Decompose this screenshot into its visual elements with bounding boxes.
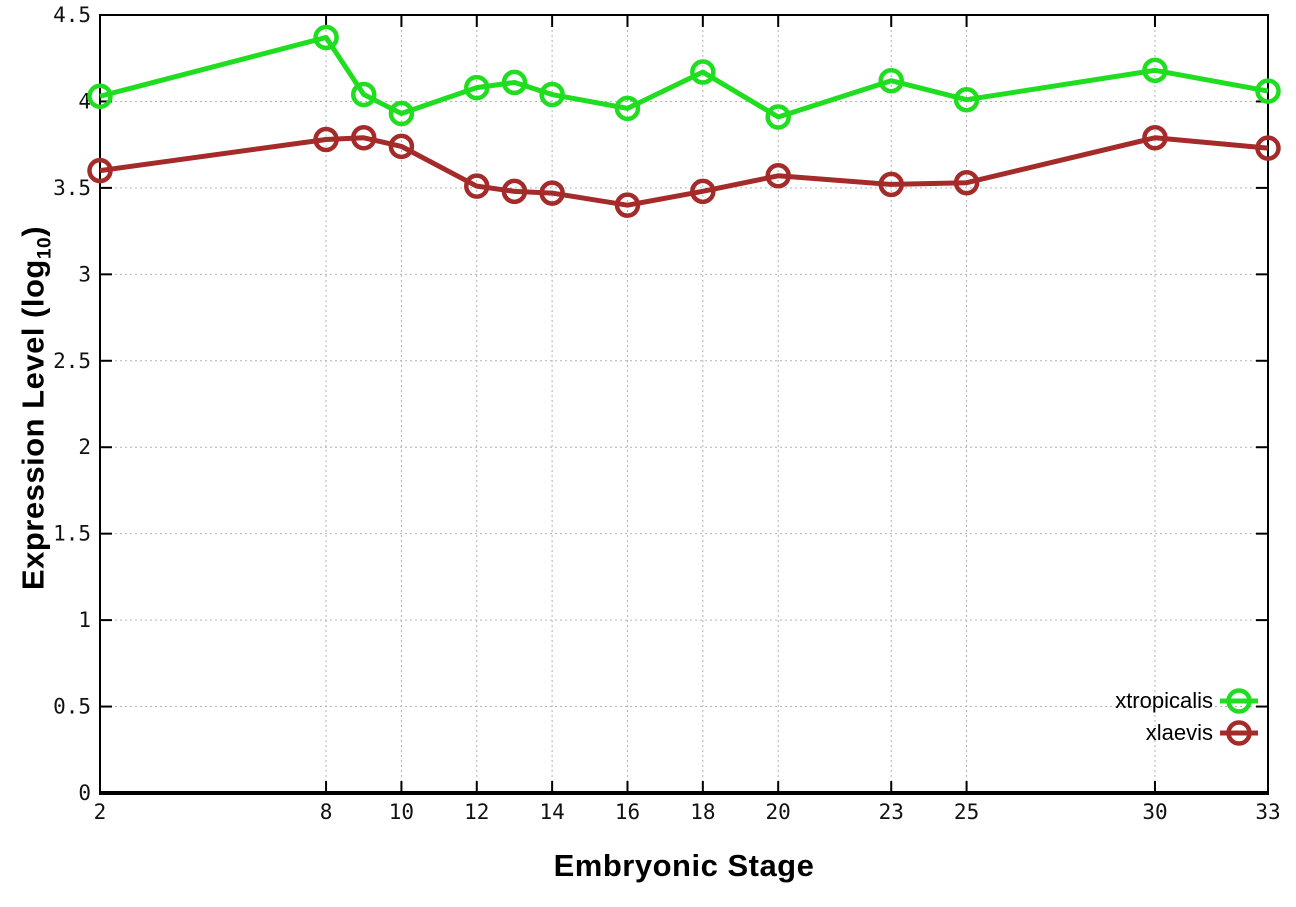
data-point-xlaevis [878, 171, 904, 198]
data-point-xtropicalis [87, 83, 113, 110]
y-tick-label: 1 [78, 608, 91, 632]
data-point-xlaevis [350, 125, 377, 151]
data-point-xtropicalis [690, 59, 716, 85]
y-tick-label: 0.5 [53, 695, 91, 719]
data-point-xtropicalis [878, 67, 904, 94]
y-axis-title-subscript: 10 [34, 236, 56, 260]
data-point-xtropicalis [614, 95, 641, 122]
y-axis-title-text: Expression Level (log [15, 259, 51, 591]
data-point-xlaevis [1142, 125, 1168, 151]
x-tick-label: 10 [389, 800, 414, 824]
data-point-xlaevis [464, 173, 490, 199]
series-line-xtropicalis [99, 34, 1269, 120]
data-point-xlaevis [1255, 135, 1281, 161]
data-point-xtropicalis [464, 74, 490, 101]
data-point-xtropicalis [350, 81, 377, 108]
y-axis-title-close: ) [15, 225, 51, 237]
x-tick-label: 30 [1142, 800, 1167, 824]
x-tick-label: 20 [766, 800, 791, 824]
data-point-xlaevis [539, 180, 565, 206]
y-tick-label: 2 [78, 435, 91, 459]
x-axis-title: Embryonic Stage [553, 848, 815, 883]
x-tick-label: 18 [690, 800, 715, 824]
data-point-xlaevis [614, 192, 641, 218]
x-tick-label: 14 [539, 800, 564, 824]
y-tick-label: 4.5 [53, 3, 91, 27]
x-tick-label: 12 [464, 800, 489, 824]
y-tick-label: 3.5 [53, 176, 91, 200]
y-axis-title: Expression Level (log10) [15, 226, 56, 590]
data-point-xtropicalis [388, 100, 415, 127]
data-point-xlaevis [690, 178, 716, 205]
data-point-xlaevis [388, 133, 415, 160]
plot-border [99, 14, 1269, 794]
legend-label-xtropicalis: xtropicalis [1115, 688, 1213, 713]
y-tick-label: 2.5 [53, 349, 91, 373]
data-point-xtropicalis [539, 81, 565, 108]
x-tick-label: 33 [1255, 800, 1280, 824]
data-point-xlaevis [313, 126, 339, 153]
x-tick-label: 2 [94, 800, 107, 824]
data-point-xlaevis [765, 163, 791, 189]
data-point-xtropicalis [1142, 57, 1168, 84]
y-tick-label: 0 [78, 781, 91, 805]
data-point-xlaevis [501, 178, 528, 205]
data-point-xtropicalis [313, 24, 339, 51]
data-point-xtropicalis [1255, 78, 1281, 104]
legend-sample-marker-xlaevis [1226, 720, 1252, 746]
y-tick-label: 1.5 [53, 522, 91, 546]
x-tick-label: 23 [879, 800, 904, 824]
x-tick-label: 8 [320, 800, 333, 824]
data-point-xlaevis [953, 169, 980, 196]
data-point-xtropicalis [953, 86, 980, 113]
x-tick-label: 25 [954, 800, 979, 824]
x-tick-label: 16 [615, 800, 640, 824]
legend-sample-marker-xtropicalis [1226, 688, 1252, 714]
data-point-xtropicalis [501, 69, 528, 96]
data-point-xtropicalis [765, 104, 791, 130]
series-line-xlaevis [99, 135, 1269, 208]
data-point-xlaevis [87, 157, 113, 184]
legend-label-xlaevis: xlaevis [1146, 720, 1213, 745]
y-tick-label: 3 [78, 262, 91, 286]
